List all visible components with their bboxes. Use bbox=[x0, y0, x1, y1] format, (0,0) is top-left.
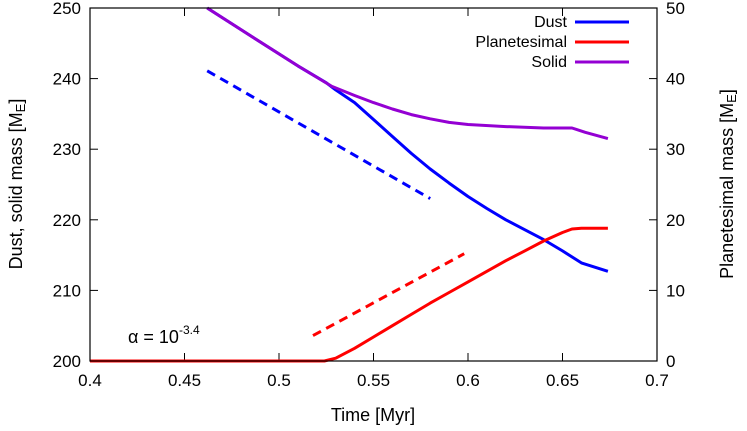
alpha-annotation: α = 10-3.4 bbox=[128, 323, 200, 347]
dashed-fit-line-4 bbox=[312, 252, 465, 337]
y-tick-labels-left: 200 210 220 230 240 250 bbox=[53, 0, 81, 371]
y-tick-label-right: 20 bbox=[666, 211, 685, 230]
x-tick-label: 0.45 bbox=[168, 371, 201, 390]
y-axis-label-left-end: ] bbox=[6, 99, 26, 104]
y-tick-label-left: 230 bbox=[53, 140, 81, 159]
y-axis-label-left-unit: E bbox=[13, 103, 28, 112]
x-tick-label: 0.7 bbox=[645, 371, 669, 390]
legend-label-dust: Dust bbox=[534, 14, 567, 31]
legend-label-solid: Solid bbox=[531, 54, 567, 71]
y-axis-label-right-end: ] bbox=[717, 89, 737, 94]
x-tick-label: 0.6 bbox=[456, 371, 480, 390]
legend: Dust Planetesimal Solid bbox=[475, 14, 629, 71]
planetesimal-series-line bbox=[90, 226, 608, 363]
series-layer bbox=[90, 6, 609, 363]
y-axis-label-right: Planetesimal mass [ME] bbox=[717, 89, 739, 279]
y-tick-label-left: 240 bbox=[53, 70, 81, 89]
y-axis-label-left: Dust, solid mass [ME] bbox=[6, 99, 28, 270]
y-axis-label-right-text: Planetesimal mass [M bbox=[717, 103, 737, 279]
x-tick-label: 0.5 bbox=[267, 371, 291, 390]
solid-series-line bbox=[206, 6, 609, 141]
alpha-annotation-exponent: -3.4 bbox=[179, 323, 200, 337]
y-tick-label-left: 220 bbox=[53, 211, 81, 230]
y-tick-label-right: 10 bbox=[666, 281, 685, 300]
y-tick-label-left: 200 bbox=[53, 352, 81, 371]
y-tick-label-right: 0 bbox=[666, 352, 675, 371]
x-tick-label: 0.4 bbox=[78, 371, 102, 390]
y-tick-labels-right: 0 10 20 30 40 50 bbox=[666, 0, 685, 371]
x-tick-label: 0.55 bbox=[357, 371, 390, 390]
y-axis-label-left-text: Dust, solid mass [M bbox=[6, 112, 26, 269]
y-tick-label-left: 210 bbox=[53, 281, 81, 300]
alpha-annotation-base: α = 10 bbox=[128, 327, 179, 347]
x-tick-labels: 0.4 0.45 0.5 0.55 0.6 0.65 0.7 bbox=[78, 371, 669, 390]
y-tick-label-right: 50 bbox=[666, 0, 685, 18]
y-tick-label-right: 30 bbox=[666, 140, 685, 159]
plot-frame bbox=[89, 7, 658, 362]
y-tick-label-right: 40 bbox=[666, 70, 685, 89]
y-tick-label-left: 250 bbox=[53, 0, 81, 18]
x-axis-label: Time [Myr] bbox=[331, 405, 415, 425]
y-axis-label-right-unit: E bbox=[724, 94, 739, 103]
tick-marks bbox=[89, 7, 658, 362]
dashed-fit-line-3 bbox=[206, 69, 431, 200]
legend-label-planetesimal: Planetesimal bbox=[475, 34, 567, 51]
x-tick-label: 0.65 bbox=[546, 371, 579, 390]
